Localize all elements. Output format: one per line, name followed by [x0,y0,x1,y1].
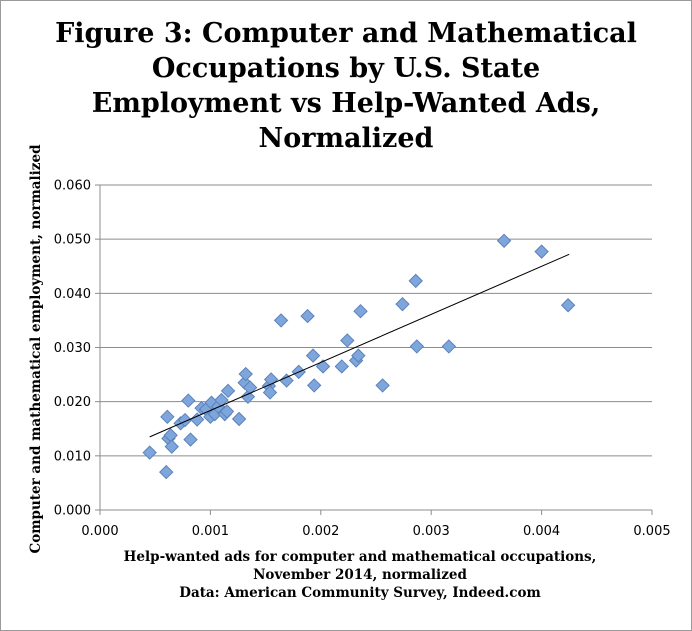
x-tick-label: 0.005 [633,524,670,539]
data-point [441,339,457,354]
data-point [189,412,205,427]
data-point [375,378,390,393]
data-point [242,380,258,395]
trendline-line [149,253,570,438]
data-point [142,445,157,460]
data-point [300,308,315,324]
data-point [334,359,349,374]
trendline [149,253,570,438]
y-axis-label: Computer and mathematical employment, no… [28,144,44,554]
y-tick-labels: 0.000 0.010 0.020 0.030 0.040 0.050 0.060 [54,179,91,519]
data-point [306,378,322,393]
x-tick-labels: 0.000 0.001 0.002 0.003 0.004 0.005 [81,524,670,539]
axes [95,184,653,515]
data-point [351,348,366,363]
data-point [408,273,423,289]
data-point [273,313,289,328]
x-axis-label-line-2: November 2014, normalized [253,567,467,583]
x-axis-label: Help-wanted ads for computer and mathema… [60,548,660,602]
data-point [534,244,549,259]
data-point [496,233,512,248]
x-tick-label: 0.000 [81,524,118,539]
x-tick-label: 0.003 [413,524,450,539]
data-point [305,348,321,363]
data-point [409,339,425,354]
data-point [238,366,253,382]
x-tick-label: 0.004 [523,524,560,539]
y-tick-label: 0.030 [54,341,91,356]
chart-title: Figure 3: Computer and Mathematical Occu… [55,18,637,154]
data-point [560,298,576,313]
data-point [160,409,175,425]
x-tick-label: 0.001 [192,524,229,539]
y-tick-label: 0.010 [54,449,91,464]
data-point [395,296,410,312]
data-point [219,404,235,419]
data-point [262,385,278,400]
data-points [142,233,576,480]
x-tick-label: 0.002 [302,524,339,539]
data-point [159,464,174,480]
data-point [353,304,368,319]
data-point [340,333,355,348]
data-point [231,411,247,427]
y-tick-label: 0.000 [54,504,91,519]
y-tick-label: 0.020 [54,395,91,410]
data-point [181,393,196,408]
y-tick-label: 0.060 [54,179,91,194]
data-source-note: Data: American Community Survey, Indeed.… [179,585,541,601]
data-point [214,392,229,408]
data-point [164,439,179,454]
data-point [279,373,294,388]
y-tick-label: 0.050 [54,233,91,248]
y-tick-label: 0.040 [54,287,91,302]
data-point [220,383,236,399]
x-axis-label-line-1: Help-wanted ads for computer and mathema… [123,549,597,565]
data-point [183,432,198,447]
